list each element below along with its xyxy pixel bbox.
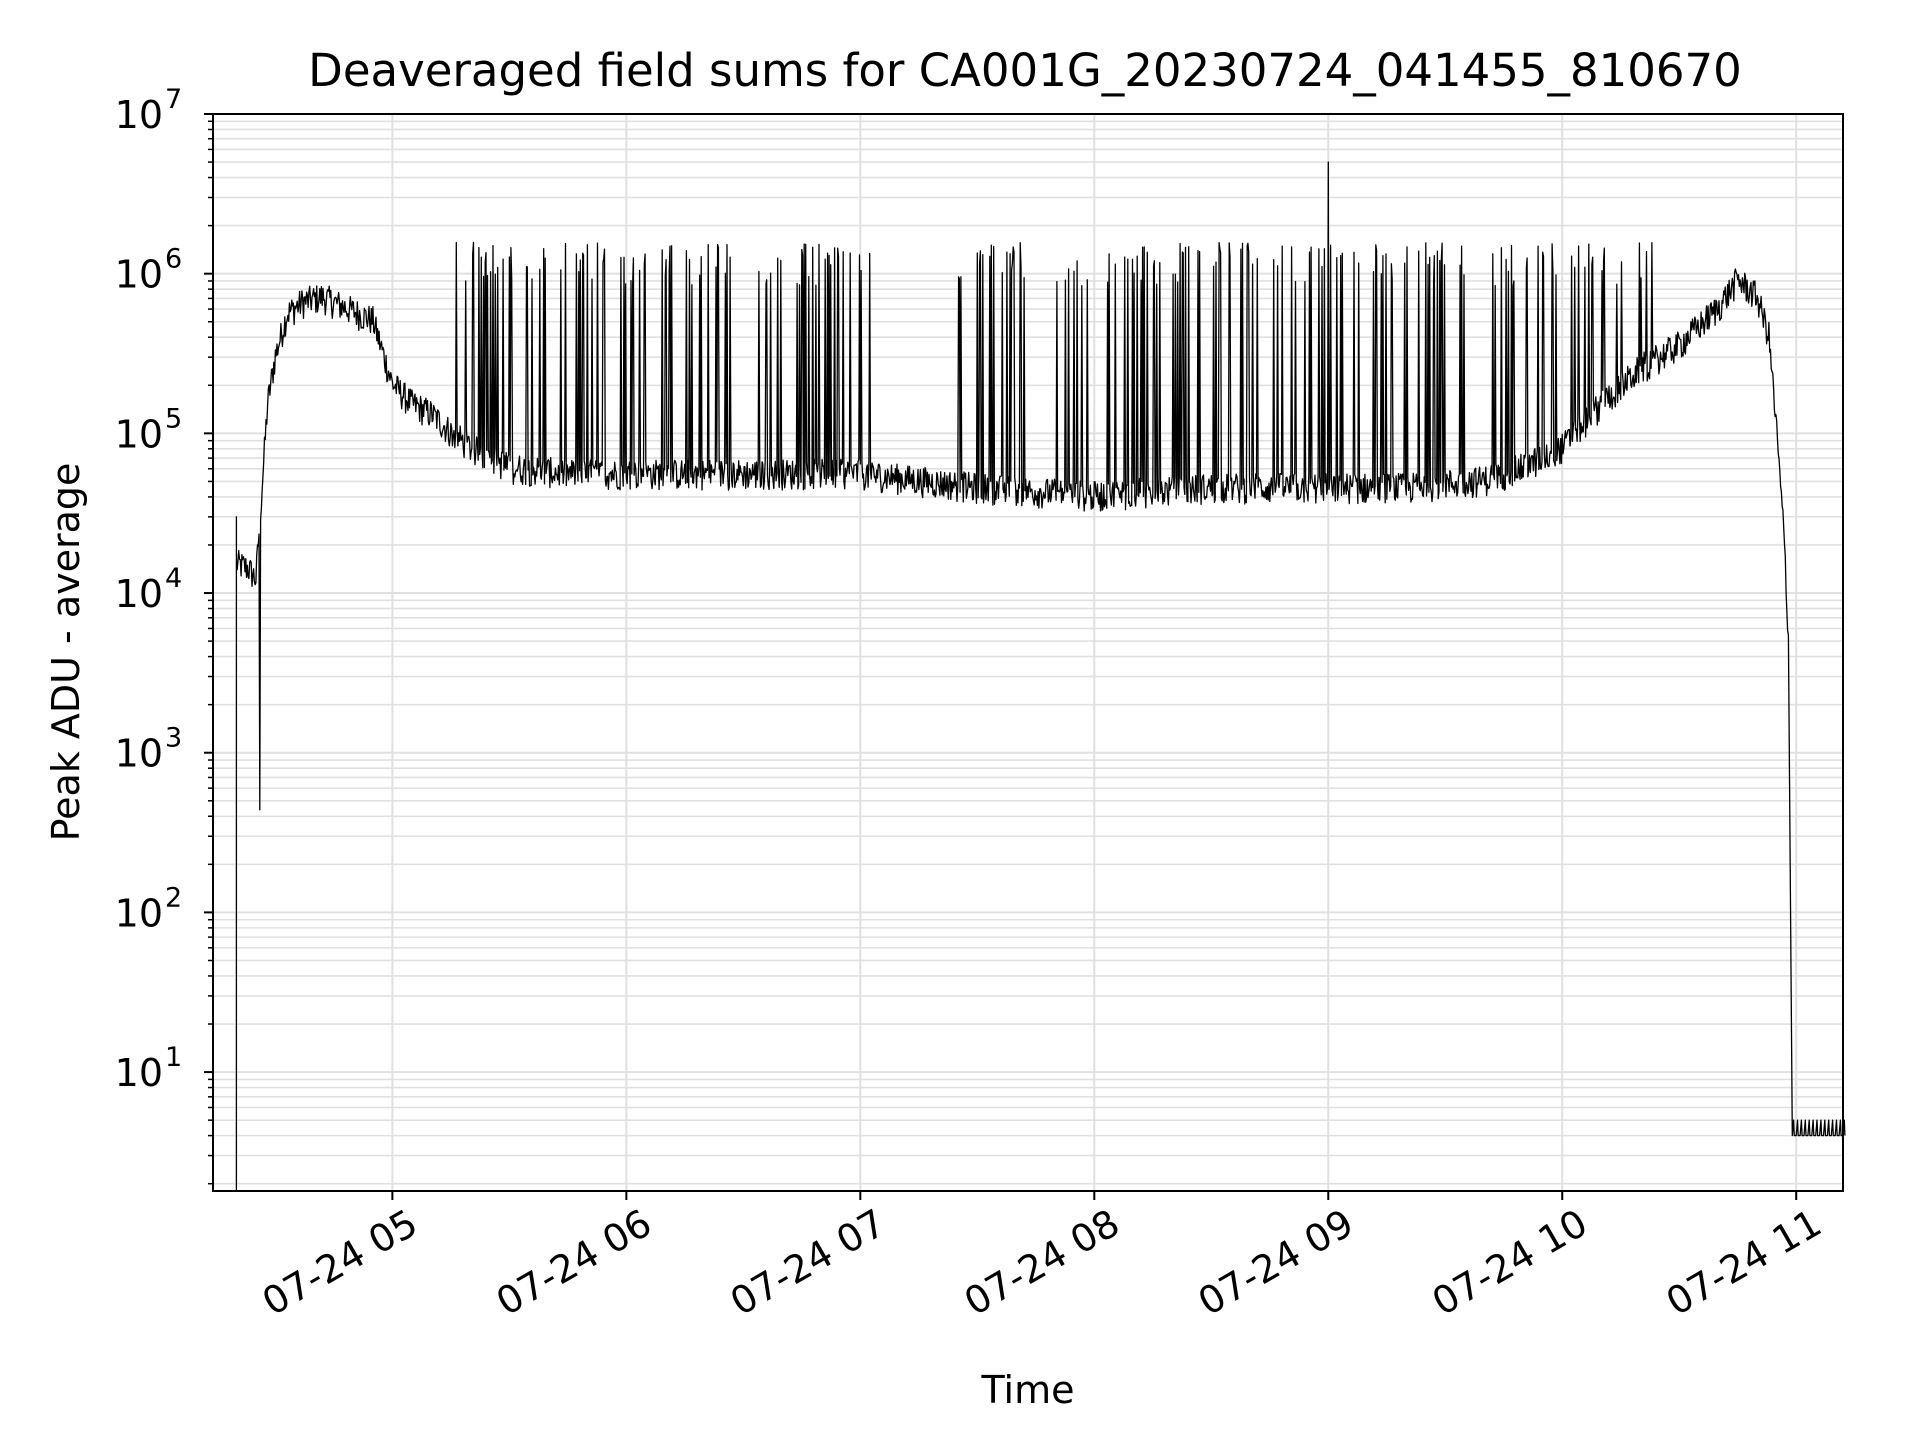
grid-layer: [213, 113, 1843, 1191]
y-tick-exponent: 6: [165, 244, 182, 275]
y-tick-label: 10: [115, 891, 163, 935]
y-tick-exponent: 2: [165, 882, 182, 913]
data-point-feature: [1795, 1135, 1797, 1137]
y-tick-label: 10: [115, 412, 163, 456]
y-tick-label: 10: [115, 732, 163, 776]
x-tick-label: 07-24 10: [1425, 1201, 1595, 1325]
y-axis-label: Peak ADU - average: [44, 463, 88, 842]
chart-title: Deaveraged field sums for CA001G_2023072…: [308, 44, 1742, 97]
y-tick-exponent: 4: [165, 563, 182, 594]
x-tick-label: 07-24 11: [1659, 1201, 1829, 1325]
y-tick-exponent: 5: [165, 403, 182, 434]
data-point-feature: [259, 809, 261, 811]
x-axis-ticks: 07-24 05 07-24 06 07-24 07 07-24 08 07-24 09…: [255, 1191, 1829, 1324]
x-tick-label: 07-24 06: [489, 1201, 659, 1325]
data-point-feature: [1327, 161, 1329, 163]
y-tick-label: 10: [115, 93, 163, 137]
y-tick-label: 10: [115, 572, 163, 616]
x-tick-label: 07-24 07: [723, 1201, 893, 1325]
plot-frame: [212, 113, 1844, 1192]
y-tick-label: 10: [115, 1051, 163, 1095]
x-axis-label: Time: [981, 1368, 1075, 1412]
x-tick-label: 07-24 05: [255, 1201, 425, 1325]
series-line: [235, 161, 1846, 1191]
x-tick-label: 07-24 09: [1191, 1201, 1361, 1325]
y-tick-exponent: 7: [165, 84, 182, 115]
y-tick-exponent: 1: [165, 1042, 182, 1073]
y-tick-label: 10: [115, 253, 163, 297]
x-tick-label: 07-24 08: [957, 1201, 1127, 1325]
y-tick-exponent: 3: [165, 723, 182, 754]
